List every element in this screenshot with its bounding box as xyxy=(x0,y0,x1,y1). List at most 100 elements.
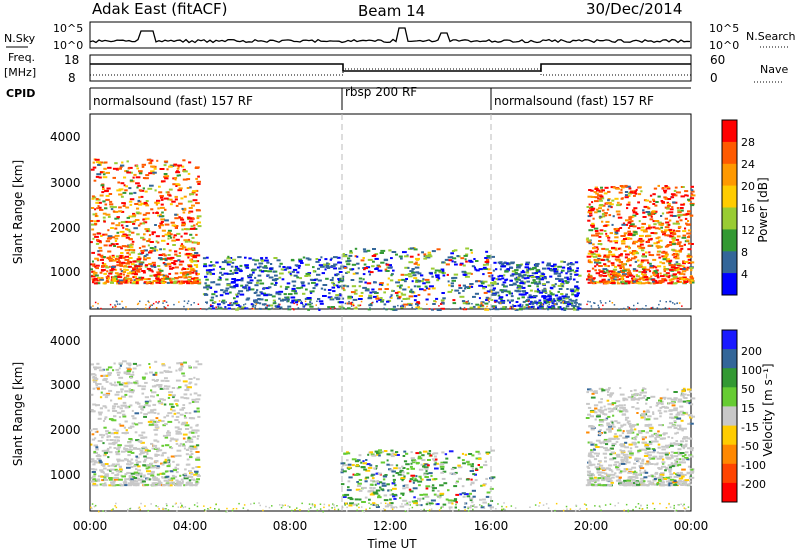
velocity-cell xyxy=(179,413,184,416)
power-cell xyxy=(208,264,213,267)
velocity-cell xyxy=(116,381,121,384)
power-cell xyxy=(553,263,557,266)
power-cell xyxy=(554,294,559,297)
power-cell xyxy=(615,232,619,235)
power-cell xyxy=(649,265,655,267)
velocity-cell xyxy=(178,369,182,372)
power-cell xyxy=(293,302,295,305)
velocity-cell xyxy=(106,449,110,451)
power-cell xyxy=(603,270,606,273)
power-cell xyxy=(98,246,103,249)
velocity-cell xyxy=(600,409,605,412)
velocity-cell xyxy=(189,456,193,459)
power-cell xyxy=(557,290,560,293)
power-cell xyxy=(272,302,277,305)
velocity-cell xyxy=(428,502,434,505)
velocity-cell xyxy=(367,453,370,456)
power-cell xyxy=(196,180,201,183)
power-cell xyxy=(145,253,149,256)
power-cell xyxy=(560,293,564,295)
velocity-cell xyxy=(164,377,168,380)
power-cell xyxy=(578,303,582,306)
power-cell xyxy=(599,232,604,235)
power-cell xyxy=(147,278,151,280)
velocity-cell xyxy=(112,410,118,412)
power-cell xyxy=(509,279,513,282)
power-cell xyxy=(183,170,188,173)
velocity-cell xyxy=(181,372,185,375)
power-cell xyxy=(181,221,186,224)
power-cell xyxy=(276,259,281,262)
power-cell xyxy=(673,229,675,232)
power-cell xyxy=(569,273,573,276)
power-cell xyxy=(486,255,492,258)
power-cell xyxy=(244,303,247,305)
power-cell xyxy=(224,289,229,292)
power-cell xyxy=(174,253,178,256)
velocity-cell xyxy=(183,414,186,417)
power-cell xyxy=(627,306,629,308)
velocity-cell xyxy=(120,390,123,393)
power-cell xyxy=(500,299,506,302)
velocity-cell xyxy=(620,451,626,454)
velocity-cell xyxy=(109,382,113,385)
velocity-cell xyxy=(101,436,104,439)
power-cell xyxy=(663,273,668,276)
power-cell xyxy=(484,302,489,305)
power-cell xyxy=(632,234,636,237)
power-cell xyxy=(642,268,645,271)
power-cell xyxy=(664,226,670,229)
power-cell xyxy=(665,221,670,224)
velocity-cell xyxy=(646,409,650,412)
power-cell xyxy=(612,282,616,284)
power-cell xyxy=(557,306,560,309)
power-cell xyxy=(99,208,104,211)
power-cell xyxy=(218,300,221,302)
power-cell xyxy=(394,291,399,294)
power-cell xyxy=(497,275,500,278)
power-cell xyxy=(627,227,631,229)
power-cell xyxy=(423,257,428,260)
velocity-cell xyxy=(433,463,437,466)
velocity-cell xyxy=(372,503,376,506)
velocity-cell xyxy=(587,388,592,391)
velocity-cell xyxy=(630,471,634,474)
power-cell xyxy=(667,276,671,279)
velocity-cell xyxy=(119,364,122,367)
power-cell xyxy=(126,272,132,275)
velocity-cell xyxy=(91,479,95,482)
velocity-cell xyxy=(143,413,148,416)
power-cell xyxy=(149,249,154,252)
power-cell xyxy=(122,191,127,194)
velocity-cell xyxy=(409,479,415,482)
power-cell xyxy=(612,268,618,271)
power-cell xyxy=(683,243,686,246)
power-cell xyxy=(277,293,282,296)
velocity-cell xyxy=(669,409,674,412)
power-cell xyxy=(603,192,608,195)
power-cell xyxy=(156,278,161,281)
power-cell xyxy=(621,263,626,266)
velocity-cell xyxy=(184,384,188,387)
velocity-cell xyxy=(629,447,633,450)
power-cell xyxy=(105,266,110,269)
power-cell xyxy=(111,243,115,246)
power-cell xyxy=(99,278,104,281)
power-cell xyxy=(632,277,636,280)
velocity-cell xyxy=(599,406,603,409)
power-cell xyxy=(116,273,120,276)
power-cell xyxy=(267,270,272,273)
power-cell xyxy=(485,263,489,266)
power-cell xyxy=(672,222,676,225)
velocity-cell xyxy=(425,503,429,506)
velocity-cell xyxy=(417,497,422,500)
velocity-cell xyxy=(411,500,417,503)
power-cell xyxy=(187,264,192,267)
power-cell xyxy=(119,268,122,271)
power-cell xyxy=(221,299,226,302)
power-cell xyxy=(234,267,237,270)
power-cell xyxy=(292,284,296,287)
power-cell xyxy=(148,234,151,237)
velocity-cell xyxy=(110,464,116,467)
power-cell xyxy=(611,272,615,275)
